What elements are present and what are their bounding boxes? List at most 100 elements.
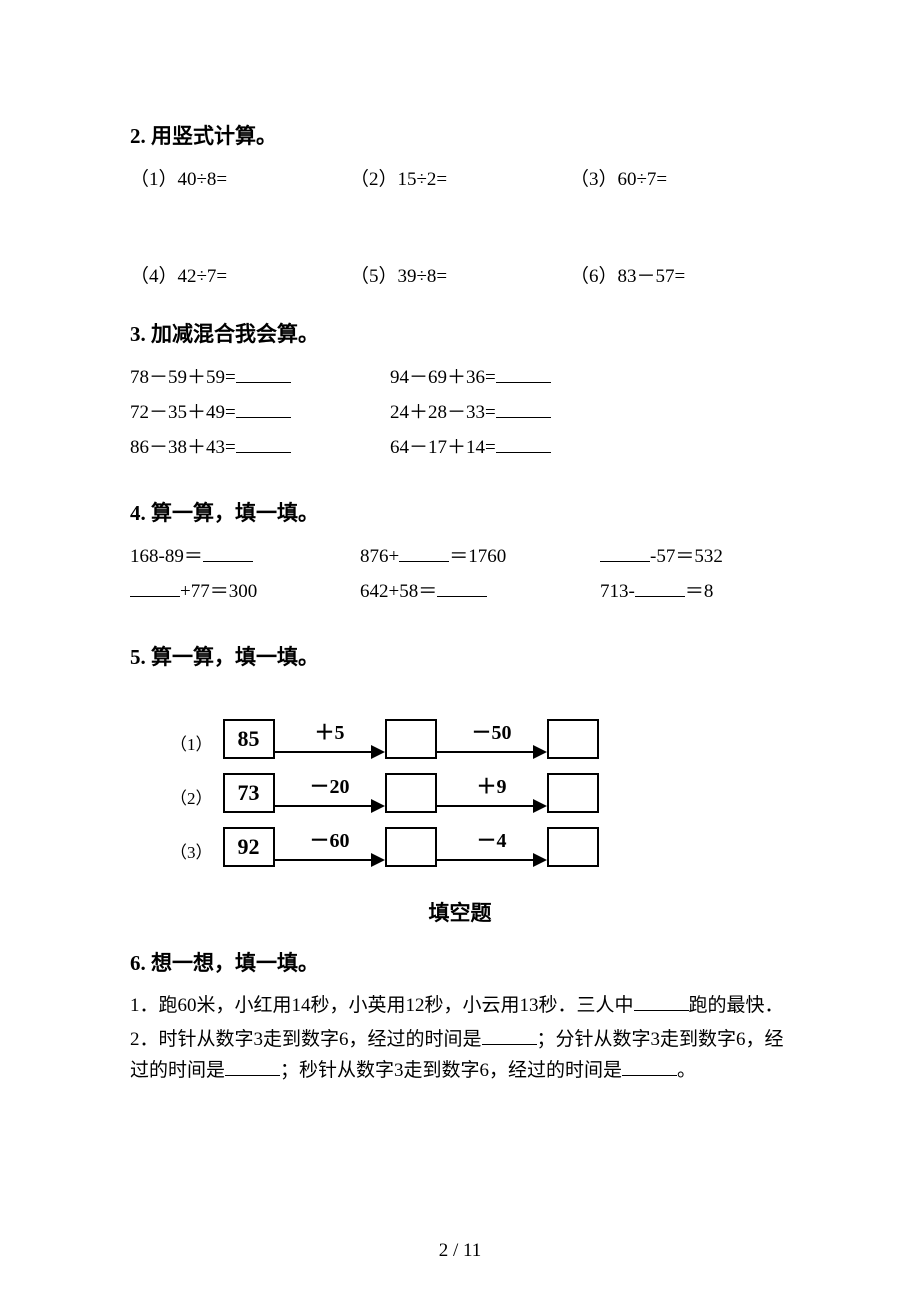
blank [130, 578, 180, 597]
q3-2a-text: 72－35＋49= [130, 402, 236, 423]
arrow-icon: －50 [437, 723, 547, 759]
diagram-2-start-box: 73 [223, 773, 275, 813]
blank [236, 434, 291, 453]
q6-1-text-b: 跑的最快． [689, 995, 784, 1016]
diagram-1-mid-box [385, 719, 437, 759]
q2-4: （4）42÷7= [130, 261, 350, 288]
section-4-title: 4. 算一算，填一填。 [130, 497, 790, 527]
q4-2-text-a: 876+ [360, 546, 399, 567]
q3-2a: 72－35＋49= [130, 397, 390, 424]
diagram-3-start-box: 92 [223, 827, 275, 867]
diagram-3-op1: －60 [310, 831, 350, 851]
q6-2-text-c: ；秒针从数字3走到数字6，经过的时间是 [280, 1060, 622, 1081]
blank [236, 399, 291, 418]
blank [225, 1057, 280, 1076]
diagram-3-index: （3） [170, 838, 213, 867]
arrow-line-icon [275, 799, 385, 813]
q6-2-text-d: 。 [677, 1060, 696, 1081]
blank [496, 399, 551, 418]
q2-5: （5）39÷8= [350, 261, 570, 288]
q3-2b: 24＋28－33= [390, 397, 790, 424]
q4-2-text-b: ＝1760 [449, 546, 506, 567]
q4-6-text-a: 713- [600, 581, 635, 602]
q3-1b: 94－69＋36= [390, 362, 790, 389]
diagram-1-op2: －50 [472, 723, 512, 743]
q2-2: （2）15÷2= [350, 164, 570, 191]
q4-1: 168-89＝ [130, 541, 360, 568]
arrow-icon: －20 [275, 777, 385, 813]
section-4-row-1: 168-89＝ 876+ ＝1760 -57＝532 [130, 541, 790, 568]
q4-2: 876+ ＝1760 [360, 541, 600, 568]
diagram-1: （1） 85 ＋5 －50 [170, 719, 790, 759]
q2-6: （6）83－57= [570, 261, 790, 288]
q3-1a: 78－59＋59= [130, 362, 390, 389]
arrow-line-icon [437, 853, 547, 867]
blank [399, 543, 449, 562]
q4-3: -57＝532 [600, 541, 790, 568]
blank [203, 543, 253, 562]
q6-1-text-a: 1．跑60米，小红用14秒，小英用12秒，小云用13秒．三人中 [130, 995, 634, 1016]
arrow-line-icon [437, 799, 547, 813]
diagram-2-mid-box [385, 773, 437, 813]
q3-1a-text: 78－59＋59= [130, 367, 236, 388]
arrow-icon: －60 [275, 831, 385, 867]
worksheet-page: 2. 用竖式计算。 （1）40÷8= （2）15÷2= （3）60÷7= （4）… [0, 0, 920, 1302]
q4-1-text: 168-89＝ [130, 546, 203, 567]
blank [236, 364, 291, 383]
diagram-3-mid-box [385, 827, 437, 867]
q6-1: 1．跑60米，小红用14秒，小英用12秒，小云用13秒．三人中 跑的最快． [130, 991, 790, 1021]
arrow-line-icon [437, 745, 547, 759]
q4-3-text: -57＝532 [650, 546, 723, 567]
fill-section-title: 填空题 [130, 897, 790, 927]
diagram-1-start-box: 85 [223, 719, 275, 759]
diagram-3-end-box [547, 827, 599, 867]
blank [635, 578, 685, 597]
q4-5-text: 642+58＝ [360, 581, 437, 602]
arrow-line-icon [275, 745, 385, 759]
section-6-title: 6. 想一想，填一填。 [130, 947, 790, 977]
diagram-1-index: （1） [170, 730, 213, 759]
section-3-row-3: 86－38＋43= 64－17＋14= [130, 432, 790, 459]
arrow-icon: ＋5 [275, 723, 385, 759]
q3-2b-text: 24＋28－33= [390, 402, 496, 423]
q4-4-text: +77＝300 [180, 581, 257, 602]
blank [482, 1026, 537, 1045]
section-3-row-2: 72－35＋49= 24＋28－33= [130, 397, 790, 424]
q6-2-text-a: 2．时针从数字3走到数字6，经过的时间是 [130, 1029, 482, 1050]
q4-4: +77＝300 [130, 576, 360, 603]
diagram-1-end-box [547, 719, 599, 759]
q4-6: 713-＝8 [600, 576, 790, 603]
diagram-2-op2: ＋9 [477, 777, 507, 797]
blank [496, 434, 551, 453]
diagram-2-index: （2） [170, 784, 213, 813]
q3-3b-text: 64－17＋14= [390, 437, 496, 458]
q3-3a: 86－38＋43= [130, 432, 390, 459]
page-number: 2 / 11 [0, 1240, 920, 1262]
section-2-row-1: （1）40÷8= （2）15÷2= （3）60÷7= [130, 164, 790, 191]
q3-3b: 64－17＋14= [390, 432, 790, 459]
blank [600, 543, 650, 562]
section-3-row-1: 78－59＋59= 94－69＋36= [130, 362, 790, 389]
blank [634, 992, 689, 1011]
diagram-3: （3） 92 －60 －4 [170, 827, 790, 867]
q2-3: （3）60÷7= [570, 164, 790, 191]
q2-1: （1）40÷8= [130, 164, 350, 191]
diagram-1-op1: ＋5 [315, 723, 345, 743]
q3-1b-text: 94－69＋36= [390, 367, 496, 388]
blank [496, 364, 551, 383]
diagram-2-end-box [547, 773, 599, 813]
section-2-title: 2. 用竖式计算。 [130, 120, 790, 150]
q6-2: 2．时针从数字3走到数字6，经过的时间是；分针从数字3走到数字6，经过的时间是；… [130, 1025, 790, 1086]
section-4-row-2: +77＝300 642+58＝ 713-＝8 [130, 576, 790, 603]
arrow-line-icon [275, 853, 385, 867]
blank [437, 578, 487, 597]
section-3-title: 3. 加减混合我会算。 [130, 318, 790, 348]
blank [622, 1057, 677, 1076]
section-2-row-2: （4）42÷7= （5）39÷8= （6）83－57= [130, 261, 790, 288]
diagram-3-op2: －4 [477, 831, 507, 851]
q4-5: 642+58＝ [360, 576, 600, 603]
diagram-2: （2） 73 －20 ＋9 [170, 773, 790, 813]
arrow-icon: －4 [437, 831, 547, 867]
section-5-title: 5. 算一算，填一填。 [130, 641, 790, 671]
arrow-icon: ＋9 [437, 777, 547, 813]
